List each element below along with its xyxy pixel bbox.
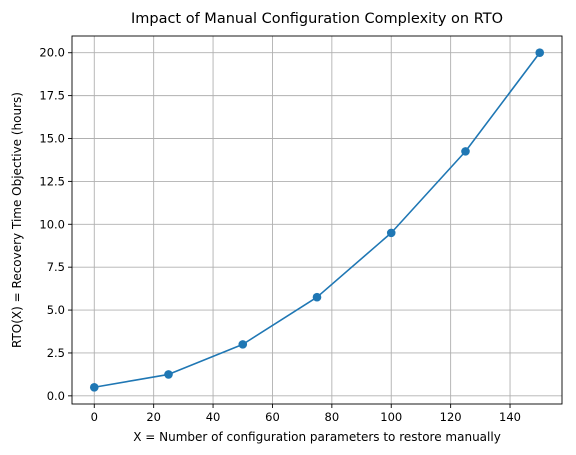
x-tick-label: 0 (91, 410, 98, 424)
series-layer (89, 48, 545, 392)
data-point (386, 228, 396, 238)
data-point (164, 370, 173, 379)
y-tick-label: 10.0 (39, 217, 65, 231)
y-tick-label: 12.5 (39, 174, 65, 188)
data-point (238, 340, 248, 349)
y-tick-label: 7.5 (47, 260, 65, 274)
y-axis-label: RTO(X) = Recovery Time Objective (hours) (10, 92, 24, 348)
x-tick-label: 60 (265, 410, 280, 424)
x-axis-label: X = Number of configuration parameters t… (133, 430, 501, 444)
y-tick-label: 17.5 (39, 89, 65, 103)
x-tick-label: 140 (499, 410, 521, 424)
plot-frame (71, 35, 563, 405)
chart-title: Impact of Manual Configuration Complexit… (131, 11, 503, 27)
y-tick-label: 0.0 (47, 389, 65, 403)
x-tick-label: 20 (146, 410, 161, 424)
y-tick-label: 5.0 (47, 303, 65, 317)
x-tick-label: 80 (325, 410, 340, 424)
x-axis: 0 20 40 60 80 100 120 140 (91, 404, 521, 424)
x-tick-label: 120 (440, 410, 462, 424)
grid (72, 36, 562, 404)
y-tick-label: 20.0 (39, 46, 65, 60)
y-tick-label: 15.0 (39, 132, 65, 146)
x-tick-label: 100 (380, 410, 402, 424)
x-tick-label: 40 (206, 410, 221, 424)
y-axis: 0.0 2.5 5.0 7.5 10.0 12.5 15.0 17.5 20.0 (39, 46, 72, 403)
data-point (461, 147, 470, 156)
data-point (312, 292, 322, 302)
data-point (89, 382, 99, 392)
data-point (535, 48, 545, 58)
y-tick-label: 2.5 (47, 346, 65, 360)
